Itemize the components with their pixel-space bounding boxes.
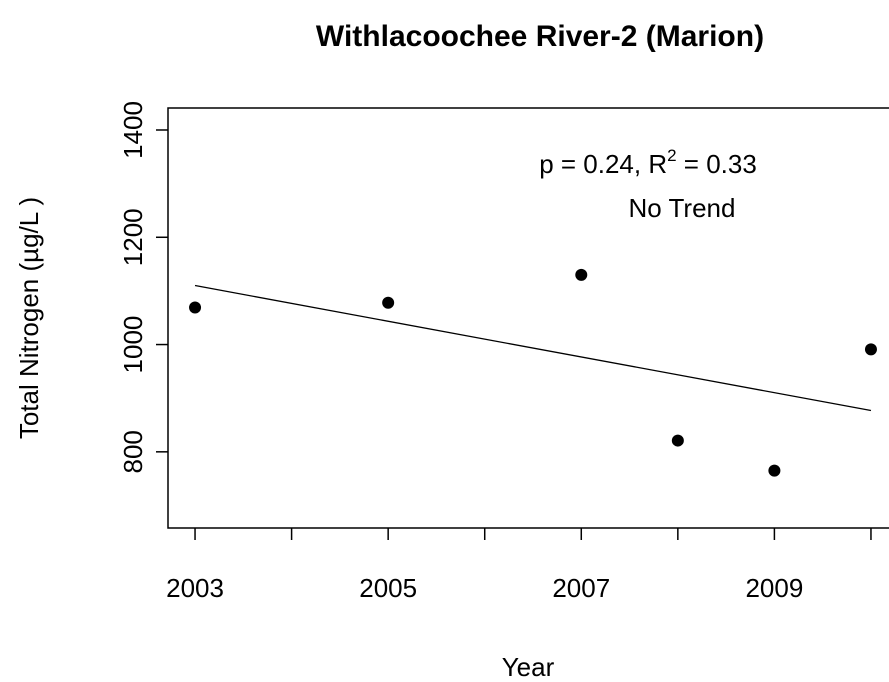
y-tick-label: 1000 [118, 316, 148, 374]
point [768, 464, 781, 477]
x-axis-label: Year [502, 652, 555, 682]
annotation-note: No Trend [629, 193, 736, 223]
trend-line [194, 284, 872, 412]
x-tick-label: 2003 [166, 573, 224, 603]
point [575, 268, 588, 281]
x-tick-label: 2009 [745, 573, 803, 603]
chart-title: Withlacoochee River-2 (Marion) [316, 20, 764, 53]
annotation-rest: = 0.33 [677, 149, 757, 179]
y-tick-label: 1400 [118, 101, 148, 159]
y-tick-label: 1200 [118, 208, 148, 266]
annotation: p = 0.24, R2 = 0.33 [539, 146, 757, 179]
point [864, 343, 877, 356]
plot-frame [167, 107, 889, 529]
x-tick-label: 2007 [552, 573, 610, 603]
point [382, 296, 395, 309]
x-tick-label: 2005 [359, 573, 417, 603]
y-tick-label: 800 [118, 430, 148, 473]
point [671, 434, 684, 447]
point [189, 301, 202, 314]
annotation-text: p = 0.24, R [539, 149, 667, 179]
y-axis-label: Total Nitrogen (µg/L ) [14, 197, 44, 439]
annotation-sup: 2 [667, 146, 676, 165]
